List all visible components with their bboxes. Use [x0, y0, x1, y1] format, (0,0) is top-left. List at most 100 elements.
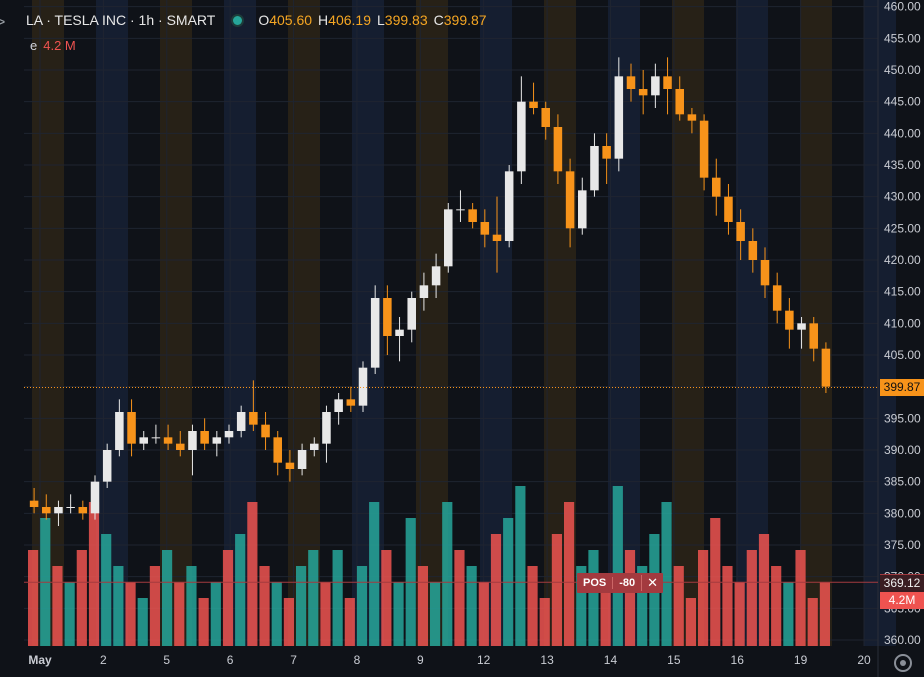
candle-body [212, 437, 222, 444]
volume-price-tag: 4.2M [880, 592, 924, 610]
volume-bar [430, 582, 441, 646]
candle-body [760, 260, 770, 286]
volume-bar [308, 550, 319, 646]
candle-body [492, 234, 502, 241]
candle-body [736, 222, 745, 241]
y-tick-label: 380.00 [884, 506, 921, 520]
candle-body [480, 222, 490, 235]
volume-bar [807, 598, 818, 646]
y-tick-label: 460.00 [884, 0, 921, 14]
candle-body [504, 171, 514, 241]
candle-body [712, 177, 721, 197]
close-position-icon[interactable]: ✕ [641, 575, 663, 592]
candle-body [565, 171, 575, 229]
x-tick-label: 20 [857, 653, 871, 667]
open-label: O [258, 12, 270, 28]
high-label: H [318, 12, 329, 28]
x-tick-label: 6 [227, 653, 234, 667]
candle-body [90, 481, 100, 514]
volume-bar [52, 566, 63, 646]
volume-bar [758, 534, 770, 646]
candle-body [456, 209, 465, 211]
candle-body [322, 412, 331, 444]
low-value: 399.83 [384, 12, 428, 28]
candle-body [115, 412, 124, 450]
x-tick-label: 14 [604, 653, 618, 667]
candle-body [346, 399, 356, 406]
y-tick-label: 420.00 [884, 253, 921, 267]
candle-body [249, 412, 258, 425]
high-value: 406.19 [328, 12, 371, 28]
candle-body [261, 424, 270, 438]
last-price-tag: 399.87 [880, 379, 924, 397]
candle-body [687, 114, 697, 121]
volume-bar [198, 598, 209, 646]
volume-bar [527, 566, 538, 646]
volume-label: e [30, 38, 38, 53]
y-tick-label: 445.00 [884, 95, 921, 109]
volume-bar [466, 566, 477, 646]
symbol-title[interactable]: LA · TESLA INC · 1h · SMART [26, 12, 216, 28]
x-tick-label: May [28, 653, 52, 667]
volume-bar [673, 566, 684, 646]
y-tick-label: 385.00 [884, 475, 921, 489]
y-tick-label: 395.00 [884, 411, 921, 425]
volume-bar [551, 534, 562, 646]
volume-bar [454, 550, 465, 646]
candle-body [297, 450, 307, 469]
candle-body [444, 209, 453, 267]
volume-bar [564, 502, 575, 646]
volume-bar [442, 502, 453, 646]
candle-body [358, 367, 368, 406]
volume-bar [661, 502, 672, 646]
volume-bar [162, 550, 173, 646]
collapse-chevron-icon[interactable]: > [0, 14, 6, 31]
candle-body [724, 196, 733, 222]
candle-body [651, 76, 660, 96]
candle-body [236, 412, 246, 431]
volume-bar [356, 566, 368, 646]
candle-body [127, 412, 136, 444]
volume-bar [88, 502, 100, 646]
low-label: L [377, 12, 385, 28]
candle-body [638, 89, 648, 96]
candle-body [224, 431, 234, 438]
x-tick-label: 19 [794, 653, 808, 667]
y-tick-label: 440.00 [884, 126, 921, 140]
volume-bar [576, 566, 587, 646]
volume-bar [332, 550, 343, 646]
candle-body [188, 431, 197, 450]
y-tick-label: 415.00 [884, 285, 921, 299]
candle-body [176, 443, 185, 450]
x-tick-label: 16 [731, 653, 745, 667]
candle-body [553, 127, 563, 172]
volume-bar [685, 598, 696, 646]
volume-bar [320, 582, 331, 646]
y-tick-label: 390.00 [884, 443, 921, 457]
symbol-legend: LA · TESLA INC · 1h · SMART O 405.60 H 406… [0, 10, 493, 30]
candle-body [200, 431, 209, 444]
x-tick-label: 7 [290, 653, 297, 667]
volume-bar [417, 566, 428, 646]
y-tick-label: 360.00 [884, 633, 921, 647]
candle-body [590, 146, 599, 191]
candle-body [102, 450, 112, 482]
candle-body [42, 507, 51, 514]
volume-bar [539, 598, 550, 646]
volume-bar [28, 550, 39, 646]
position-box[interactable]: POS -80 ✕ [577, 573, 664, 594]
y-tick-label: 410.00 [884, 316, 921, 330]
position-price-tag: 369.12 [880, 574, 924, 593]
settings-gear-icon[interactable] [894, 654, 912, 672]
volume-bar [235, 534, 246, 646]
candle-body [54, 507, 63, 514]
volume-bar [271, 582, 282, 646]
market-status-icon [233, 15, 243, 25]
candle-body [310, 443, 319, 450]
y-tick-label: 455.00 [884, 31, 921, 45]
volume-bar [101, 534, 112, 646]
close-label: C [433, 12, 444, 28]
candle-body [578, 190, 587, 229]
volume-bar [149, 566, 160, 646]
